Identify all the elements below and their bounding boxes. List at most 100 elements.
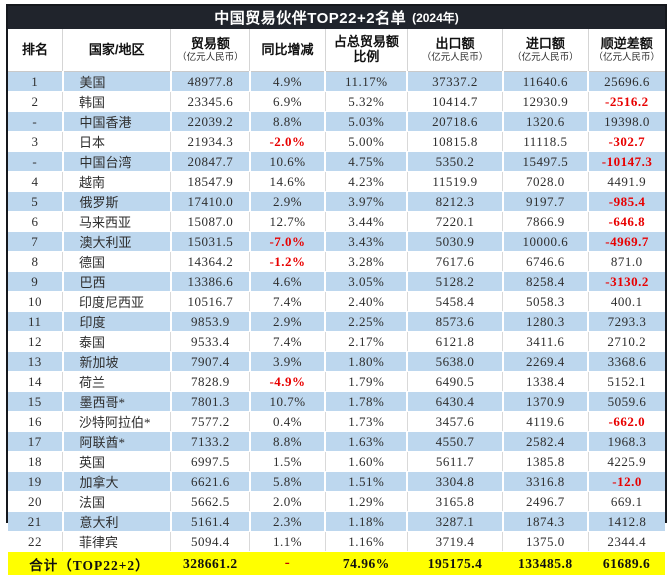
cell-rank: -	[8, 152, 63, 172]
cell-trade: 23345.6	[171, 92, 250, 112]
cell-trade: 5161.4	[171, 512, 250, 532]
cell-balance: -302.7	[588, 132, 665, 152]
cell-yoy: 2.3%	[250, 512, 326, 532]
col-header-import: 进口额（亿元人民币）	[503, 29, 588, 72]
cell-yoy: 12.7%	[250, 212, 326, 232]
cell-country: 澳大利亚	[63, 232, 171, 252]
cell-export: 5128.2	[407, 272, 502, 292]
cell-balance: -4969.7	[588, 232, 665, 252]
cell-balance: 400.1	[588, 292, 665, 312]
cell-export: 10414.7	[407, 92, 502, 112]
cell-export: 8573.6	[407, 312, 502, 332]
cell-balance: -2516.2	[588, 92, 665, 112]
cell-import: 3411.6	[503, 332, 588, 352]
cell-export: 6490.5	[407, 372, 502, 392]
cell-import: 6746.6	[503, 252, 588, 272]
cell-export: 10815.8	[407, 132, 502, 152]
trade-partners-table: 中国贸易伙伴TOP22+2名单 (2024年) 排名 国家/地区 贸易额（亿元人…	[6, 4, 667, 523]
cell-country: 沙特阿拉伯*	[63, 412, 171, 432]
cell-country: 阿联酋*	[63, 432, 171, 452]
cell-share: 1.79%	[325, 372, 407, 392]
cell-import: 4119.6	[503, 412, 588, 432]
cell-trade: 9533.4	[171, 332, 250, 352]
cell-rank: 2	[8, 92, 63, 112]
cell-rank: 10	[8, 292, 63, 312]
cell-trade: 6621.6	[171, 472, 250, 492]
cell-import: 2269.4	[503, 352, 588, 372]
cell-rank: 13	[8, 352, 63, 372]
cell-share: 11.17%	[325, 72, 407, 92]
cell-trade: 14364.2	[171, 252, 250, 272]
total-balance: 61689.6	[588, 552, 665, 575]
col-header-yoy: 同比增减	[250, 29, 326, 72]
cell-rank: 1	[8, 72, 63, 92]
cell-balance: 5152.1	[588, 372, 665, 392]
cell-trade: 48977.8	[171, 72, 250, 92]
cell-balance: -3130.2	[588, 272, 665, 292]
cell-import: 7866.9	[503, 212, 588, 232]
cell-trade: 9853.9	[171, 312, 250, 332]
cell-country: 加拿大	[63, 472, 171, 492]
cell-export: 20718.6	[407, 112, 502, 132]
cell-yoy: 2.0%	[250, 492, 326, 512]
cell-export: 3165.8	[407, 492, 502, 512]
cell-share: 1.18%	[325, 512, 407, 532]
cell-balance: 4491.9	[588, 172, 665, 192]
cell-rank: 14	[8, 372, 63, 392]
cell-rank: 17	[8, 432, 63, 452]
cell-export: 11519.9	[407, 172, 502, 192]
cell-balance: 871.0	[588, 252, 665, 272]
cell-country: 中国香港	[63, 112, 171, 132]
cell-yoy: 2.9%	[250, 192, 326, 212]
page-title: 中国贸易伙伴TOP22+2名单 (2024年)	[8, 6, 665, 29]
cell-share: 1.51%	[325, 472, 407, 492]
cell-share: 3.43%	[325, 232, 407, 252]
cell-share: 3.97%	[325, 192, 407, 212]
cell-export: 3304.8	[407, 472, 502, 492]
cell-export: 7220.1	[407, 212, 502, 232]
cell-trade: 7133.2	[171, 432, 250, 452]
cell-country: 菲律宾	[63, 532, 171, 552]
cell-yoy: 4.9%	[250, 72, 326, 92]
cell-share: 1.80%	[325, 352, 407, 372]
cell-rank: 8	[8, 252, 63, 272]
cell-balance: 669.1	[588, 492, 665, 512]
cell-balance: 2710.2	[588, 332, 665, 352]
title-year: (2024年)	[412, 9, 459, 26]
cell-country: 巴西	[63, 272, 171, 292]
cell-rank: 4	[8, 172, 63, 192]
cell-import: 10000.6	[503, 232, 588, 252]
cell-export: 8212.3	[407, 192, 502, 212]
cell-yoy: 10.7%	[250, 392, 326, 412]
cell-rank: 3	[8, 132, 63, 152]
total-yoy: -	[250, 552, 326, 575]
cell-import: 11640.6	[503, 72, 588, 92]
cell-rank: 20	[8, 492, 63, 512]
cell-share: 1.60%	[325, 452, 407, 472]
cell-yoy: 14.6%	[250, 172, 326, 192]
cell-yoy: 3.9%	[250, 352, 326, 372]
cell-trade: 5662.5	[171, 492, 250, 512]
cell-balance: 1968.3	[588, 432, 665, 452]
cell-yoy: 0.4%	[250, 412, 326, 432]
cell-rank: 19	[8, 472, 63, 492]
cell-balance: -985.4	[588, 192, 665, 212]
cell-balance: 5059.6	[588, 392, 665, 412]
cell-balance: 2344.4	[588, 532, 665, 552]
cell-yoy: 1.5%	[250, 452, 326, 472]
cell-rank: 16	[8, 412, 63, 432]
cell-import: 1280.3	[503, 312, 588, 332]
cell-import: 2582.4	[503, 432, 588, 452]
